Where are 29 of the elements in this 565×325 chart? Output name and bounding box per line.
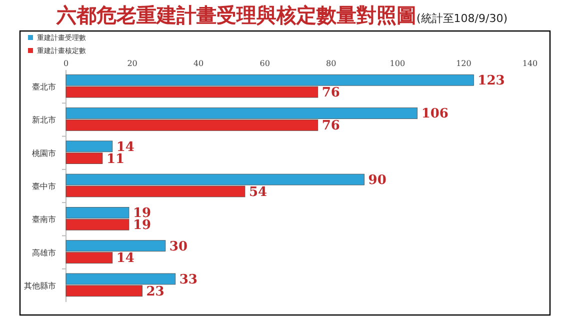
y-tick-label: 桃園市 <box>32 148 56 158</box>
y-tick-label: 新北市 <box>32 116 56 125</box>
data-label: 33 <box>179 272 198 288</box>
x-tick-label: 20 <box>127 59 138 68</box>
data-label: 23 <box>146 284 164 300</box>
chart-title: 六都危老重建計畫受理與核定數量對照圖 <box>56 3 416 27</box>
data-label: 123 <box>478 74 505 89</box>
y-tick-label: 臺南市 <box>32 215 56 224</box>
data-label: 30 <box>169 239 188 254</box>
data-label: 76 <box>322 118 340 134</box>
y-tick-label: 臺中市 <box>32 182 56 191</box>
data-label: 54 <box>248 184 268 200</box>
x-tick-label: 40 <box>193 59 204 68</box>
x-tick-label: 80 <box>326 59 336 68</box>
y-tick-label: 其他縣市 <box>24 281 56 290</box>
chart-subtitle: (統計至108/9/30) <box>416 12 508 25</box>
data-label: 106 <box>421 106 448 122</box>
data-label: 90 <box>368 173 386 188</box>
x-tick-label: 100 <box>390 59 406 68</box>
y-tick-label: 臺北市 <box>32 82 56 92</box>
x-tick-label: 60 <box>260 59 270 68</box>
x-tick-label: 0 <box>63 59 69 68</box>
y-tick-label: 高雄市 <box>32 248 56 258</box>
data-label: 19 <box>132 218 152 234</box>
data-label: 14 <box>116 251 134 266</box>
data-label: 11 <box>106 152 125 167</box>
data-label: 76 <box>322 86 340 101</box>
x-tick-label: 140 <box>522 59 538 68</box>
x-tick-label: 120 <box>456 59 472 68</box>
